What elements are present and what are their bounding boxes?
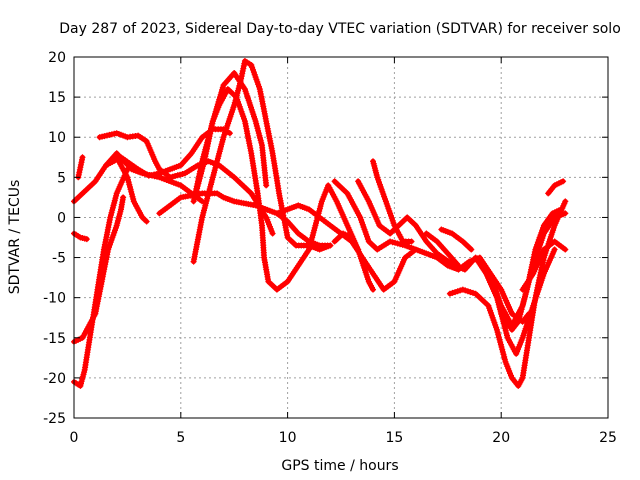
series-layer [71,58,569,389]
y-tick-label: 5 [57,170,66,186]
series-track-r [423,230,462,269]
y-tick-label: -10 [43,291,66,307]
y-tick-label: 20 [48,50,66,66]
series-point-markers [113,154,150,225]
series-point-markers [519,238,569,293]
x-tick-label: 20 [492,430,510,446]
series-track-h [113,154,150,225]
y-tick-label: -5 [52,251,66,267]
chart-title: Day 287 of 2023, Sidereal Day-to-day VTE… [59,21,621,37]
x-tick-label: 25 [599,430,617,446]
series-track-p [370,158,415,245]
y-tick-label: -25 [43,411,66,427]
series-point-markers [190,58,334,265]
x-tick-label: 10 [279,430,297,446]
x-tick-label: 0 [70,430,79,446]
series-track-w [519,238,569,293]
series-point-markers [446,198,569,389]
series-track-x [545,178,567,197]
x-tick-label: 5 [176,430,185,446]
x-axis-label: GPS time / hours [281,458,398,474]
y-tick-label: -15 [43,331,66,347]
y-tick-label: 10 [48,130,66,146]
y-tick-label: 15 [48,90,66,106]
plot-frame [73,56,609,419]
x-tick-label: 15 [385,430,403,446]
series-point-markers [423,230,462,269]
axis-ticks: 0 5 10 15 20 25 -25 -20 -15 -10 -5 0 5 10 15 20 [43,50,617,446]
series-track-j [190,58,334,265]
y-axis-label: SDTVAR / TECUs [7,180,23,295]
series-point-markers [438,226,475,253]
series-track-n [331,230,362,253]
y-tick-label: 0 [57,210,66,226]
series-track-t [446,198,569,389]
y-tick-label: -20 [43,371,66,387]
series-track-s [438,226,475,253]
series-point-markers [545,178,567,197]
series-point-markers [331,230,362,253]
